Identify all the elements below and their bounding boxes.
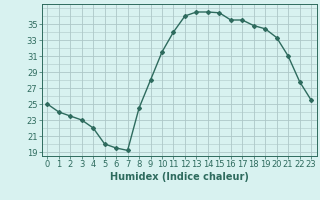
X-axis label: Humidex (Indice chaleur): Humidex (Indice chaleur) — [110, 172, 249, 182]
